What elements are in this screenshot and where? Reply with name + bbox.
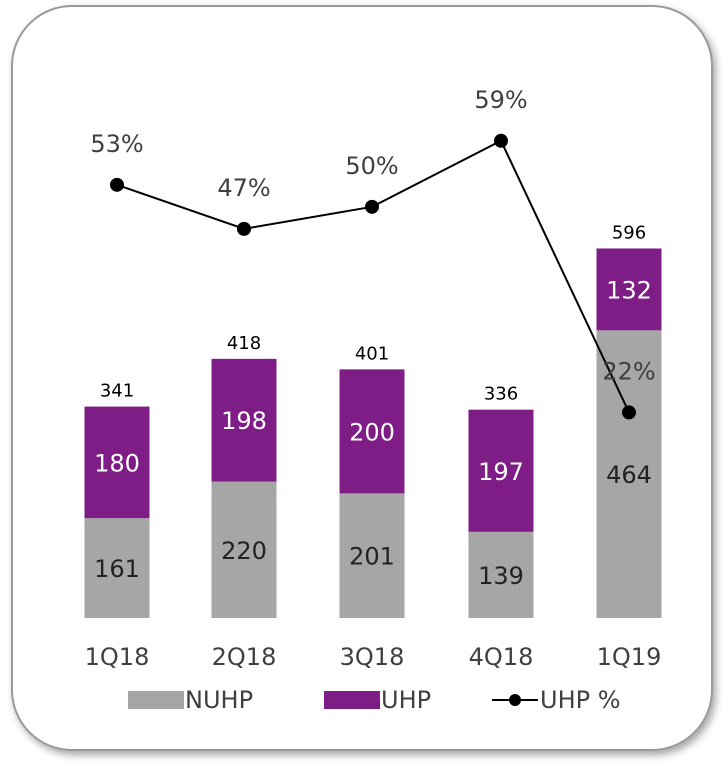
line-label: 47% — [217, 174, 270, 202]
line-label: 50% — [345, 152, 398, 180]
bar-segment — [596, 330, 662, 618]
value-label: 180 — [94, 449, 140, 477]
value-label: 464 — [606, 461, 652, 489]
legend-swatch — [128, 691, 184, 709]
line-point — [237, 221, 251, 236]
legend-swatch — [324, 691, 380, 709]
value-label: 200 — [349, 418, 395, 446]
legend-label: NUHP — [185, 686, 253, 714]
plot: 161 180 341 1Q18 220 198 418 2Q18 201 200 401 3Q18 1… — [84, 86, 662, 714]
bar-segment — [84, 518, 150, 618]
total-label: 596 — [612, 222, 646, 243]
legend-marker — [509, 694, 521, 706]
bar-segment — [596, 248, 662, 331]
total-label: 401 — [355, 343, 389, 364]
legend-label: UHP % — [540, 686, 621, 714]
bar-segment — [468, 409, 534, 532]
total-label: 418 — [227, 333, 261, 354]
line-label: 22% — [602, 357, 655, 385]
line-point — [622, 405, 636, 420]
line-label: 53% — [90, 130, 143, 158]
value-label: 161 — [94, 555, 140, 583]
bar-segment — [84, 406, 150, 519]
value-label: 139 — [478, 562, 524, 590]
line-label: 59% — [474, 86, 527, 114]
value-label: 197 — [478, 458, 524, 486]
x-tick-label: 1Q18 — [85, 643, 150, 671]
value-label: 132 — [606, 276, 652, 304]
bar-segment — [211, 481, 277, 618]
x-tick-label: 3Q18 — [340, 643, 405, 671]
bar-segment — [468, 531, 534, 618]
total-label: 336 — [484, 384, 518, 405]
legend-label: UHP — [381, 686, 431, 714]
x-tick-label: 2Q18 — [212, 643, 277, 671]
value-label: 220 — [221, 537, 267, 565]
bar-segment — [339, 369, 405, 494]
value-label: 201 — [349, 543, 395, 571]
value-label: 198 — [221, 407, 267, 435]
line-point — [494, 133, 508, 148]
line-point — [110, 177, 124, 192]
bar-segment — [211, 358, 277, 482]
x-tick-label: 1Q19 — [597, 643, 662, 671]
x-tick-label: 4Q18 — [469, 643, 534, 671]
total-label: 341 — [100, 381, 134, 402]
line-point — [365, 199, 379, 214]
bar-segment — [339, 493, 405, 618]
